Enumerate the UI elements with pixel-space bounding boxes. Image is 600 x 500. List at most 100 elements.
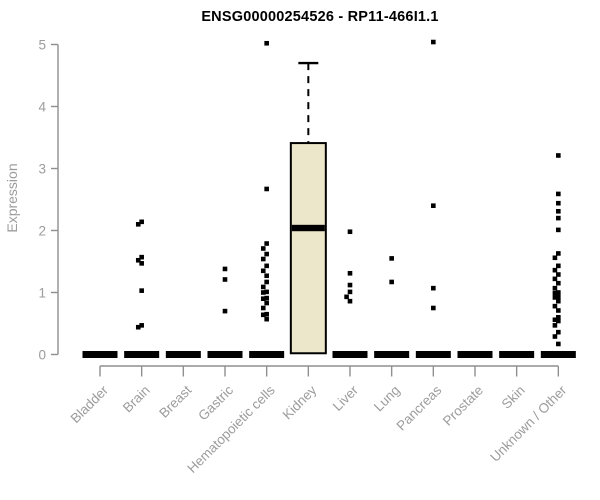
x-tick-label: Liver [330, 382, 362, 414]
outlier-point [552, 285, 558, 291]
box-group-liver [332, 229, 368, 358]
x-tick-label: Breast [156, 382, 194, 420]
outlier-point [139, 254, 144, 260]
outlier-point [347, 229, 353, 235]
outlier-point [556, 308, 561, 313]
x-tick-label: Prostate [440, 383, 486, 429]
box-group-kidney [289, 61, 327, 355]
outlier-point [556, 290, 561, 295]
outlier-point [556, 294, 561, 300]
outlier-point [552, 255, 558, 261]
collapsed-box [457, 351, 493, 358]
collapsed-box [165, 351, 201, 358]
outlier-point [264, 40, 269, 46]
outlier-point [264, 279, 269, 285]
box-rect [289, 142, 327, 355]
chart-title: ENSG00000254526 - RP11-466I1.1 [201, 9, 439, 25]
collapsed-box [207, 351, 243, 358]
outlier-point [260, 246, 266, 251]
outlier-point [556, 208, 561, 214]
outlier-point [264, 241, 269, 246]
outlier-point [552, 290, 558, 296]
outlier-point [264, 300, 269, 306]
box-group-skin [499, 351, 535, 358]
outlier-point [431, 203, 436, 208]
outlier-point [264, 316, 269, 322]
outlier-point [264, 263, 269, 269]
outlier-point [260, 290, 266, 295]
collapsed-box [540, 351, 576, 358]
outlier-point [556, 227, 561, 233]
outlier-point [552, 323, 558, 328]
outlier-point [264, 251, 269, 257]
outlier-point [260, 256, 266, 262]
x-tick-label: Kidney [280, 382, 320, 422]
outlier-point [135, 324, 141, 330]
outlier-point [556, 272, 561, 277]
outlier-point [389, 279, 394, 285]
outlier-point [556, 200, 561, 206]
y-tick-label: 1 [38, 285, 46, 300]
box-group-lung [374, 256, 410, 358]
outlier-point [135, 257, 141, 263]
outlier-point [139, 261, 144, 266]
box-group-pancreas [415, 39, 451, 358]
outlier-point [556, 298, 561, 304]
box-group-hematopoietic-cells [249, 40, 285, 358]
outlier-point [552, 295, 558, 300]
box-group-bladder [82, 351, 118, 358]
outlier-point [222, 277, 228, 282]
outlier-point [431, 285, 436, 291]
outlier-point [552, 267, 558, 273]
outlier-point [552, 317, 558, 323]
outlier-point [344, 294, 349, 300]
outlier-point [260, 284, 266, 290]
outlier-point [264, 186, 269, 192]
outlier-point [556, 329, 561, 335]
outlier-point [264, 289, 269, 295]
y-tick-label: 5 [38, 37, 46, 52]
box-group-breast [165, 351, 201, 358]
collapsed-box [499, 351, 535, 358]
outlier-point [139, 323, 144, 328]
outlier-point [264, 311, 269, 317]
outlier-point [135, 222, 141, 227]
collapsed-box [374, 351, 410, 358]
outlier-point [347, 298, 353, 304]
outlier-point [347, 289, 353, 295]
outlier-point [556, 263, 561, 269]
outlier-point [260, 305, 266, 311]
outlier-point [347, 282, 353, 288]
x-tick-label: Pancreas [394, 382, 445, 433]
y-tick-label: 3 [38, 161, 46, 176]
outlier-point [552, 303, 558, 309]
collapsed-box [415, 351, 451, 358]
outlier-point [431, 39, 436, 45]
box-group-gastric [207, 266, 243, 358]
outlier-point [264, 273, 269, 279]
x-tick-label: Brain [120, 383, 153, 416]
collapsed-box [82, 351, 118, 358]
x-tick-label: Unknown / Other [487, 382, 570, 465]
median-line [291, 224, 325, 232]
outlier-point [260, 268, 266, 274]
outlier-point [556, 191, 561, 197]
x-tick-label: Skin [499, 383, 528, 412]
outlier-point [389, 256, 394, 261]
outlier-point [552, 334, 558, 339]
outlier-point [556, 318, 561, 324]
y-tick-label: 0 [38, 347, 46, 362]
collapsed-box [249, 351, 285, 358]
outlier-point [556, 280, 561, 286]
outlier-point [222, 266, 228, 272]
outlier-point [260, 296, 266, 301]
outlier-point [556, 315, 561, 320]
outlier-point [347, 270, 353, 276]
collapsed-box [332, 351, 368, 358]
outlier-point [139, 288, 144, 293]
box-group-unknown-other [540, 153, 576, 358]
outlier-point [222, 308, 228, 314]
outlier-point [556, 153, 561, 158]
